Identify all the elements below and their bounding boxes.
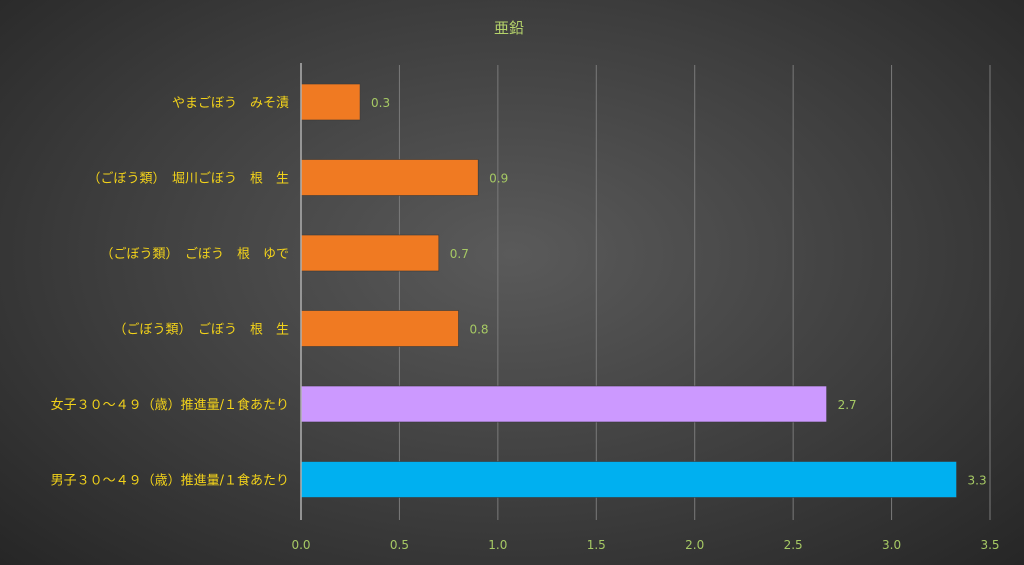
category-label: （ごぼう類） 堀川ごぼう 根 生 — [87, 171, 289, 187]
category-label: やまごぼう みそ漬 — [172, 95, 289, 111]
x-tick-label: 0.0 — [291, 538, 310, 552]
x-tick-label: 3.0 — [882, 538, 901, 552]
category-label: （ごぼう類） ごぼう 根 ゆで — [100, 246, 289, 262]
data-label: 2.7 — [838, 398, 857, 412]
data-label: 3.3 — [968, 474, 987, 488]
category-label: 女子３０～４９（歳）推進量/１食あたり — [51, 397, 289, 413]
chart-title: 亜鉛 — [494, 19, 524, 37]
bar — [300, 310, 459, 347]
bar — [300, 159, 479, 196]
bar — [300, 461, 957, 498]
category-label: （ごぼう類） ごぼう 根 生 — [113, 322, 289, 338]
bar — [300, 234, 440, 272]
data-label: 0.7 — [450, 247, 469, 261]
data-label: 0.9 — [489, 172, 508, 186]
gridlines — [398, 65, 991, 520]
x-tick-label: 0.5 — [390, 538, 409, 552]
x-tick-label: 1.0 — [488, 538, 507, 552]
bar — [300, 83, 361, 121]
x-tick-label: 3.5 — [980, 538, 999, 552]
bars — [300, 83, 957, 498]
x-tick-label: 2.5 — [784, 538, 803, 552]
bar — [300, 385, 827, 423]
data-label: 0.3 — [371, 96, 390, 110]
x-tick-label: 1.5 — [587, 538, 606, 552]
data-label: 0.8 — [469, 323, 488, 337]
labels: 0.0 0.5 1.0 1.5 2.0 2.5 3.0 3.5 やまごぼう みそ漬 0.3 （ごぼう… — [51, 95, 1000, 552]
category-label: 男子３０～４９（歳）推進量/１食あたり — [51, 473, 289, 489]
x-tick-label: 2.0 — [685, 538, 704, 552]
